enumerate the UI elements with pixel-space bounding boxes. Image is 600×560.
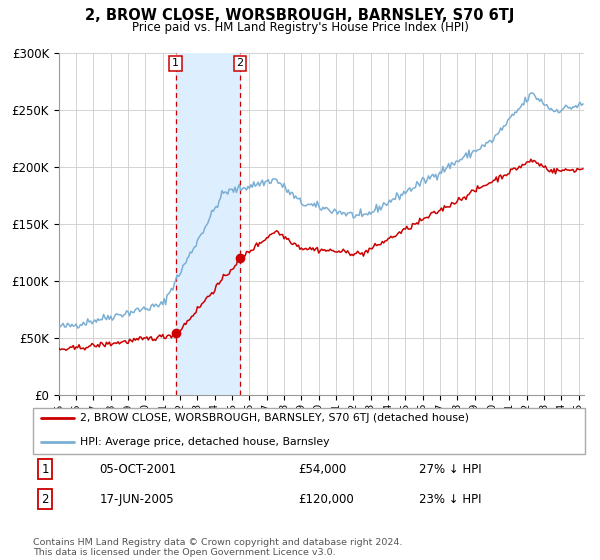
- Text: 1: 1: [172, 58, 179, 68]
- Text: 2: 2: [236, 58, 244, 68]
- Text: 17-JUN-2005: 17-JUN-2005: [99, 492, 174, 506]
- Text: 1: 1: [41, 463, 49, 476]
- Text: 2: 2: [41, 492, 49, 506]
- Text: £54,000: £54,000: [298, 463, 346, 476]
- FancyBboxPatch shape: [33, 408, 585, 454]
- Text: £120,000: £120,000: [298, 492, 354, 506]
- Text: 2, BROW CLOSE, WORSBROUGH, BARNSLEY, S70 6TJ (detached house): 2, BROW CLOSE, WORSBROUGH, BARNSLEY, S70…: [80, 413, 469, 423]
- Text: 2, BROW CLOSE, WORSBROUGH, BARNSLEY, S70 6TJ: 2, BROW CLOSE, WORSBROUGH, BARNSLEY, S70…: [85, 8, 515, 24]
- Text: Contains HM Land Registry data © Crown copyright and database right 2024.
This d: Contains HM Land Registry data © Crown c…: [33, 538, 403, 557]
- Text: 27% ↓ HPI: 27% ↓ HPI: [419, 463, 482, 476]
- Text: 05-OCT-2001: 05-OCT-2001: [99, 463, 176, 476]
- Text: HPI: Average price, detached house, Barnsley: HPI: Average price, detached house, Barn…: [80, 437, 329, 447]
- Bar: [176, 53, 240, 395]
- Text: 23% ↓ HPI: 23% ↓ HPI: [419, 492, 482, 506]
- Text: Price paid vs. HM Land Registry's House Price Index (HPI): Price paid vs. HM Land Registry's House …: [131, 21, 469, 34]
